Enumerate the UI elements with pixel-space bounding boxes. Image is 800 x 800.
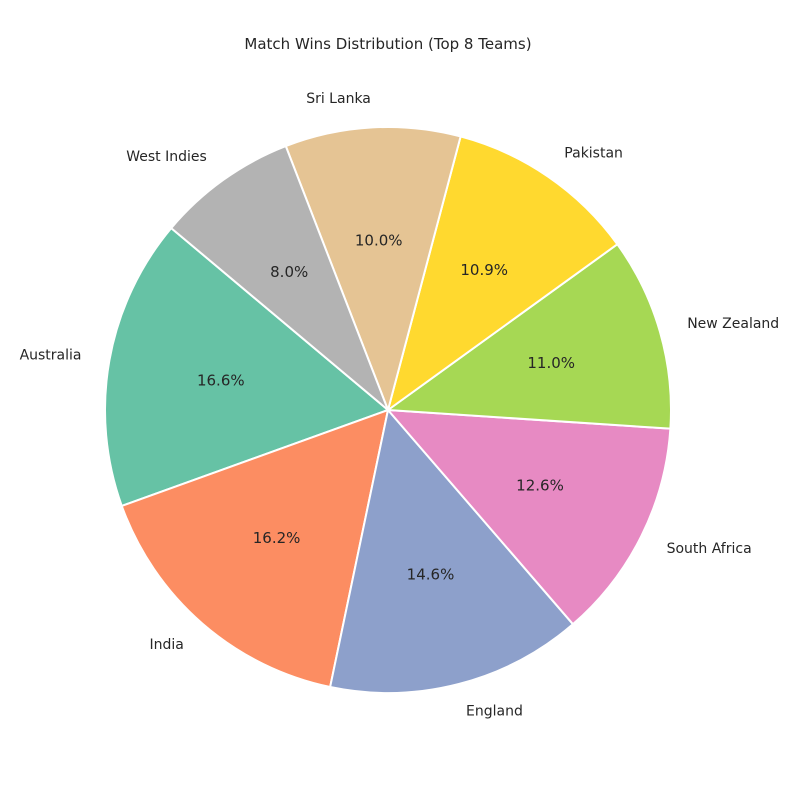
pie-category-label-south-africa: South Africa	[667, 541, 752, 557]
pie-category-label-australia: Australia	[20, 348, 82, 364]
pie-value-label-india: 16.2%	[253, 529, 301, 547]
pie-slice-new-zealand	[387, 243, 672, 430]
pie-slice-england	[329, 409, 574, 694]
pie-value-label-south-africa: 12.6%	[516, 477, 564, 495]
pie-value-label-west-indies: 8.0%	[270, 263, 308, 281]
pie-slice-sri-lanka	[284, 126, 462, 411]
pie-category-label-england: England	[466, 703, 523, 719]
chart-title: Match Wins Distribution (Top 8 Teams)	[244, 35, 531, 53]
pie-value-label-australia: 16.6%	[197, 371, 245, 389]
pie-value-label-england: 14.6%	[407, 565, 455, 583]
pie-category-label-new-zealand: New Zealand	[687, 316, 779, 332]
pie-slice-south-africa	[387, 409, 672, 626]
pie-slice-west-indies	[170, 145, 389, 411]
pie-slice-india	[120, 409, 389, 689]
pie-slice-pakistan	[387, 135, 619, 411]
pie-slices	[104, 126, 672, 694]
pie-value-label-sri-lanka: 10.0%	[355, 232, 403, 250]
pie-category-label-pakistan: Pakistan	[564, 146, 623, 162]
pie-value-label-pakistan: 10.9%	[460, 261, 508, 279]
pie-labels: 16.6% Australia 16.2% India 14.6% England 12.6…	[20, 91, 780, 719]
pie-category-label-west-indies: West Indies	[126, 149, 207, 165]
pie-slice-australia	[104, 227, 389, 507]
pie-value-label-new-zealand: 11.0%	[527, 354, 575, 372]
pie-category-label-india: India	[149, 637, 183, 653]
pie-category-label-sri-lanka: Sri Lanka	[306, 91, 371, 107]
